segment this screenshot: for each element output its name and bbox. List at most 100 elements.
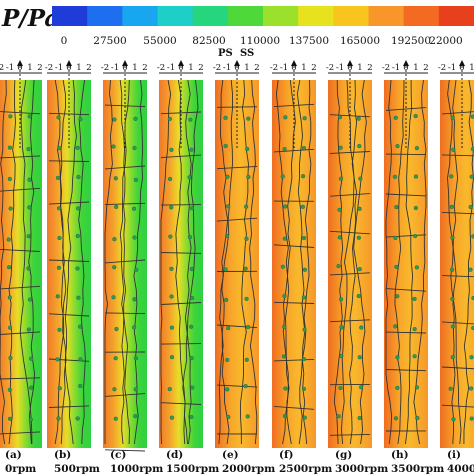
scale-tick-label: 1 — [301, 63, 306, 73]
seed-point — [338, 297, 344, 302]
seed-point — [26, 146, 31, 152]
seed-point — [282, 293, 287, 299]
seed-point — [75, 416, 80, 421]
panel-speed-label: 3000rpm — [335, 463, 388, 474]
streamline — [104, 312, 146, 315]
centerline-arrow — [347, 60, 353, 66]
streamline — [447, 79, 462, 445]
contour-panel: -2-1012(b)500rpm — [45, 60, 100, 474]
streamline — [385, 369, 427, 372]
seed-point — [395, 144, 400, 149]
colorbar-swatch — [403, 6, 440, 26]
streamline — [216, 324, 258, 329]
seed-point — [133, 414, 138, 419]
seed-points — [336, 115, 364, 421]
scale-tick-label: 2 — [254, 63, 259, 73]
seed-point — [76, 174, 81, 180]
streamline — [240, 79, 249, 445]
contour-panel: -2-1012(e)2000rpm — [213, 60, 275, 474]
seed-points — [392, 113, 420, 421]
streamline — [333, 79, 344, 445]
streamlines — [385, 79, 427, 445]
streamline — [160, 302, 202, 305]
streamline — [54, 79, 67, 445]
panel-letter: (e) — [222, 449, 239, 461]
streamline — [346, 79, 357, 445]
streamline — [329, 193, 371, 197]
streamline — [329, 151, 371, 154]
scale-tick-label: 2 — [37, 63, 42, 73]
scale-tick-label: 1 — [188, 63, 193, 73]
colorbar-tick-label: 110000 — [240, 35, 280, 47]
streamline — [160, 402, 202, 405]
seed-points — [223, 115, 251, 420]
seed-point — [6, 265, 12, 270]
colorbar-swatches — [52, 6, 474, 26]
seed-point — [469, 416, 474, 421]
seed-point — [471, 234, 474, 239]
seed-point — [393, 235, 398, 240]
seed-point — [302, 116, 307, 121]
seed-point — [56, 206, 62, 211]
seed-point — [338, 145, 343, 150]
colorbar-tick-label: 165000 — [340, 35, 380, 47]
seed-point — [357, 415, 362, 421]
streamline — [216, 166, 258, 170]
scale-tick-label: 1 — [357, 63, 362, 73]
seed-point — [244, 296, 249, 301]
streamline — [0, 331, 41, 335]
streamline — [104, 393, 146, 397]
streamline — [48, 112, 90, 116]
scale-tick-label: 2 — [198, 63, 203, 73]
colorbar-tick-label: 22000 — [429, 35, 462, 47]
streamline — [441, 275, 474, 278]
scale-tick-label: 1 — [469, 63, 474, 73]
seed-point — [7, 387, 12, 392]
seed-point — [451, 147, 456, 152]
pressure-field — [0, 80, 42, 448]
seed-point — [78, 117, 83, 122]
seed-point — [339, 353, 344, 359]
seed-point — [301, 386, 307, 391]
seed-point — [56, 115, 61, 120]
streamline — [273, 405, 315, 410]
seed-point — [112, 387, 117, 392]
seed-point — [282, 324, 287, 329]
scale-tick-label: -2 — [101, 63, 109, 73]
seed-point — [280, 264, 285, 269]
seed-point — [28, 297, 33, 302]
seed-point — [114, 204, 119, 210]
centerline-arrow — [234, 60, 240, 66]
colorbar-swatch — [368, 6, 405, 26]
colorbar-tick-label: 0 — [61, 35, 68, 47]
streamline — [273, 103, 315, 108]
seed-point — [357, 355, 362, 360]
streamline — [329, 230, 371, 235]
seed-point — [302, 415, 307, 420]
streamline — [0, 187, 41, 192]
seed-point — [413, 113, 418, 119]
seed-point — [187, 175, 192, 180]
colorbar-swatch — [263, 6, 299, 26]
seed-point — [283, 115, 288, 120]
seed-point — [112, 265, 117, 270]
seed-point — [282, 236, 287, 241]
streamline — [216, 217, 258, 222]
seed-point — [57, 146, 62, 151]
streamline — [0, 111, 41, 115]
seed-point — [7, 295, 12, 300]
streamline — [160, 343, 202, 345]
streamline — [104, 104, 146, 108]
panel-letter: (b) — [54, 449, 71, 461]
scale-tick-label: -1 — [336, 63, 344, 73]
streamline — [385, 288, 427, 292]
seed-point — [7, 145, 13, 150]
seed-point — [133, 116, 138, 121]
pressure-field — [159, 80, 203, 448]
seed-point — [336, 264, 341, 269]
streamline — [385, 234, 427, 238]
colorbar-swatch — [52, 6, 88, 26]
centerline-arrow — [66, 60, 72, 66]
streamline — [0, 431, 41, 435]
